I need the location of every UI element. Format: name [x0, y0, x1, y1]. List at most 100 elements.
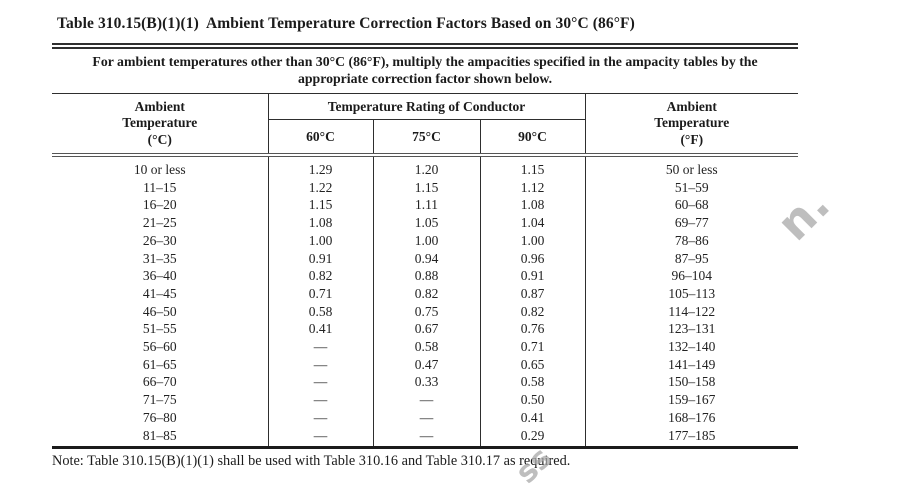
table-cell: — — [267, 408, 373, 427]
table-cell: 0.58 — [479, 373, 586, 392]
table-cell: 16–20 — [142, 197, 177, 213]
table-row: 46–50 0.58 0.75 0.82 114–122 — [52, 302, 799, 321]
table-cell: 177–185 — [584, 426, 799, 448]
table-cell: 96–104 — [584, 267, 799, 285]
table-row: 61–65 —0.47 0.65 141–149 — [52, 355, 799, 374]
table-cell: 0.67 — [372, 320, 480, 339]
table-cell: — — [267, 373, 373, 392]
table-header: Ambient Temperature (°C) Temperature Rat… — [52, 94, 799, 157]
table-row: 11–15 1.22 1.15 1.12 51–59 — [52, 178, 799, 197]
table-cell: 0.71 — [267, 284, 373, 303]
table-row: 21–25 1.08 1.05 1.04 69–77 — [52, 214, 799, 232]
table-cell: 87–95 — [584, 249, 799, 268]
table-cell: 0.76 — [479, 320, 586, 339]
table-cell: 141–149 — [584, 355, 799, 374]
table-row: 66–70 —0.33 0.58 150–158 — [52, 373, 799, 392]
table-cell: 46–50 — [142, 303, 177, 319]
table-cell: 1.29 — [267, 155, 373, 179]
column-header-60c: 60°C — [267, 119, 373, 157]
table-cell: — — [267, 355, 373, 374]
table-cell: 56–60 — [142, 339, 177, 355]
column-header-90c: 90°C — [479, 119, 586, 157]
table-cell: 81–85 — [142, 427, 177, 443]
table-cell: 78–86 — [584, 231, 799, 250]
table-cell: 51–59 — [584, 178, 799, 197]
table-cell: 71–75 — [142, 392, 177, 408]
double-rule — [52, 43, 798, 49]
table-cell: 1.05 — [372, 214, 480, 232]
table-cell: 0.82 — [479, 302, 586, 321]
table-cell: — — [267, 426, 373, 448]
table-cell: 41–45 — [142, 285, 177, 301]
column-header-ambient-c: Ambient Temperature (°C) — [52, 94, 268, 157]
table-cell: 1.11 — [372, 196, 480, 215]
table-row: 10 or less 1.29 1.20 1.15 50 or less — [52, 155, 799, 179]
table-cell: 0.88 — [372, 267, 480, 285]
column-header-ambient-f: Ambient Temperature (°F) — [584, 94, 799, 157]
table-footnote: Note: Table 310.15(B)(1)(1) shall be use… — [52, 453, 571, 470]
table-cell: 114–122 — [584, 302, 799, 321]
table-cell: 0.33 — [372, 373, 480, 392]
table-cell: 50 or less — [584, 155, 799, 179]
table-row: 16–20 1.15 1.11 1.08 60–68 — [52, 196, 799, 215]
table-cell: 0.71 — [479, 338, 586, 356]
table-cell: 0.87 — [479, 284, 586, 303]
table-cell: — — [372, 408, 480, 427]
table-cell: 0.75 — [372, 302, 480, 321]
table-cell: 31–35 — [142, 250, 177, 266]
table-cell: 60–68 — [584, 196, 799, 215]
table-cell: 1.15 — [372, 178, 480, 197]
table-cell: 0.82 — [372, 284, 480, 303]
table-cell: 26–30 — [142, 232, 177, 248]
table-cell: 76–80 — [142, 409, 177, 425]
table-cell: 0.94 — [372, 249, 480, 268]
table-cell: 1.15 — [479, 155, 586, 179]
table-cell: 0.91 — [267, 249, 373, 268]
table-cell: 168–176 — [584, 408, 799, 427]
table-cell: 0.58 — [267, 302, 373, 321]
table-cell: 51–55 — [142, 321, 177, 337]
table-cell: 105–113 — [584, 284, 799, 303]
table-cell: 10 or less — [133, 162, 186, 177]
table-cell: 0.82 — [267, 267, 373, 285]
table-row: 76–80— —0.41 168–176 — [52, 408, 799, 427]
table-cell: 1.15 — [267, 196, 373, 215]
table-cell: 1.00 — [479, 231, 586, 250]
table-cell: 1.12 — [479, 178, 586, 197]
table-cell: 123–131 — [584, 320, 799, 339]
table-cell: 36–40 — [142, 268, 177, 284]
table-cell: 1.00 — [372, 231, 480, 250]
table-cell: — — [267, 391, 373, 409]
table-cell: 1.22 — [267, 178, 373, 197]
table-cell: — — [372, 426, 480, 448]
table-cell: 69–77 — [584, 214, 799, 232]
document-page: Table 310.15(B)(1)(1) Ambient Temperatur… — [0, 15, 901, 500]
table-cell: 159–167 — [584, 391, 799, 409]
table-cell: 0.91 — [479, 267, 586, 285]
table-cell: 66–70 — [142, 374, 177, 390]
table-cell: 1.08 — [479, 196, 586, 215]
table-cell: 132–140 — [584, 338, 799, 356]
table-cell: 0.47 — [372, 355, 480, 374]
table-cell: — — [372, 391, 480, 409]
table-row: 51–55 0.41 0.67 0.76 123–131 — [52, 320, 799, 339]
correction-factor-table: Ambient Temperature (°C) Temperature Rat… — [52, 94, 799, 450]
correction-table-body: 10 or less 1.29 1.20 1.15 50 or less 11–15 1.2… — [52, 155, 799, 448]
table-cell: 0.29 — [479, 426, 586, 448]
table-cell: 1.08 — [267, 214, 373, 232]
table-cell: 61–65 — [142, 356, 177, 372]
table-cell: 1.00 — [267, 231, 373, 250]
column-header-75c: 75°C — [372, 119, 480, 157]
table-header-note: For ambient temperatures other than 30°C… — [52, 49, 798, 94]
table-row: 41–45 0.71 0.82 0.87 105–113 — [52, 284, 799, 303]
table-row: 81–85— —0.29 177–185 — [52, 426, 799, 448]
column-header-conductor-rating: Temperature Rating of Conductor — [267, 94, 586, 120]
table-cell: 0.58 — [372, 338, 480, 356]
table-cell: — — [267, 338, 373, 356]
table-title: Table 310.15(B)(1)(1) Ambient Temperatur… — [57, 15, 635, 32]
table-row: 56–60 —0.58 0.71 132–140 — [52, 338, 799, 356]
table-cell: 11–15 — [143, 179, 177, 195]
table-cell: 0.96 — [479, 249, 586, 268]
table-row: 36–40 0.82 0.88 0.91 96–104 — [52, 267, 799, 285]
table-cell: 0.50 — [479, 391, 586, 409]
